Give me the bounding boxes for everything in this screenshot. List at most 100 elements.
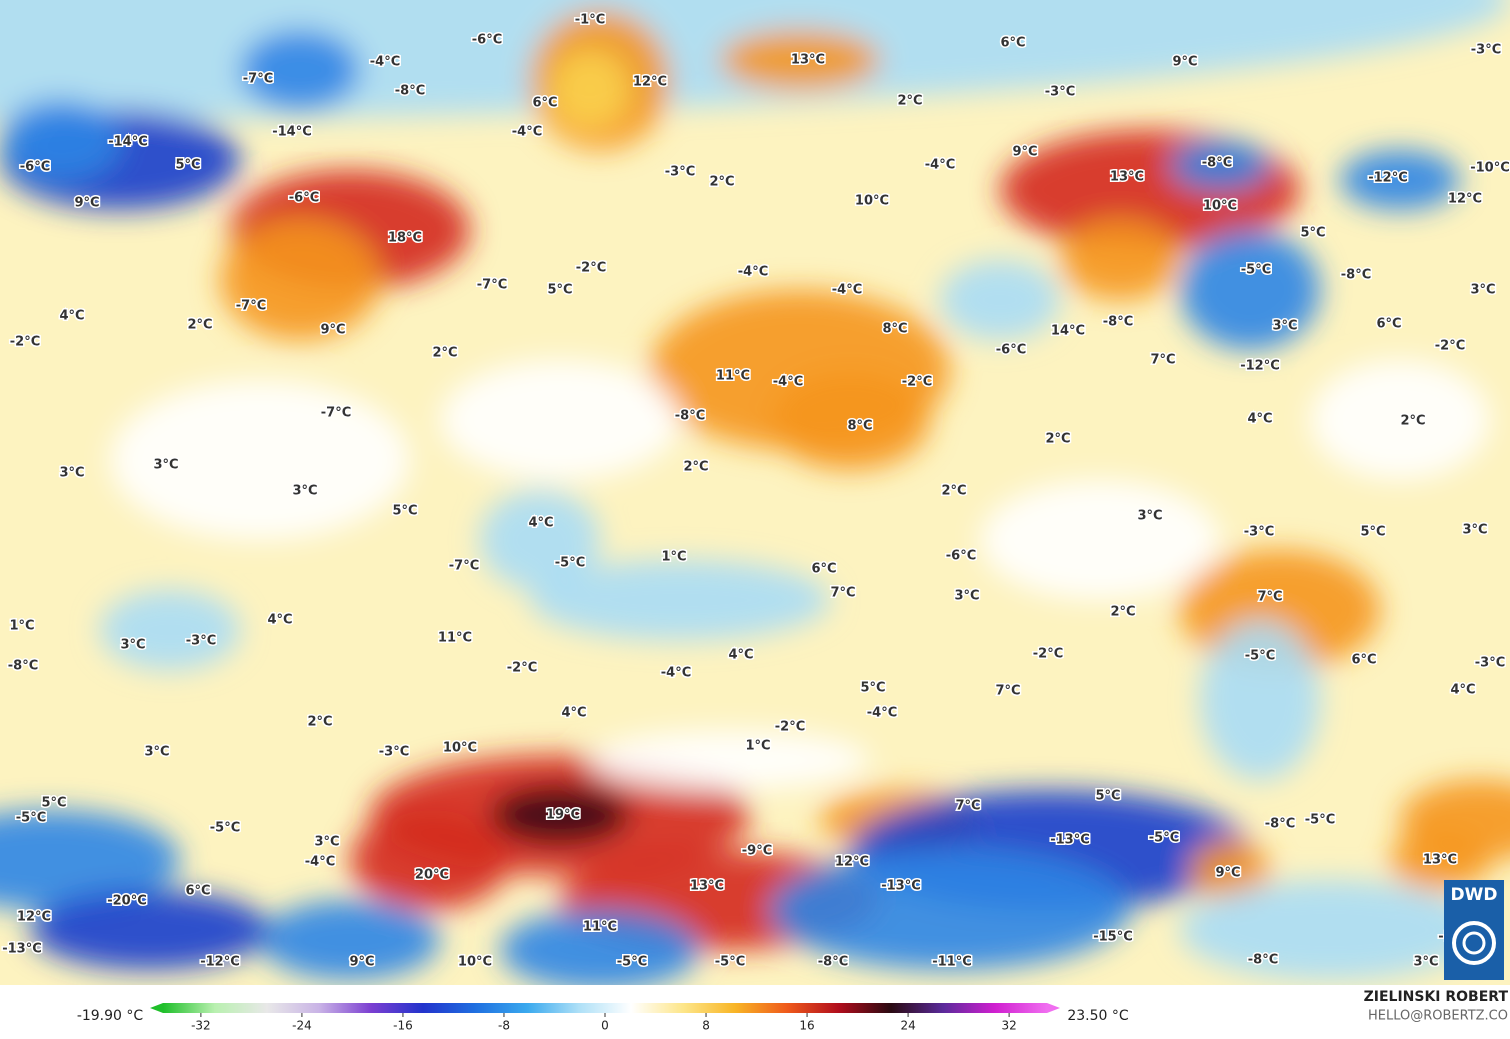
temperature-label: -4°C [512,125,542,140]
temperature-label: 11°C [438,631,472,646]
temperature-label: 13°C [1423,853,1457,868]
temperature-label: -2°C [902,375,932,390]
temperature-label: -8°C [1341,268,1371,283]
temperature-label: 3°C [1413,955,1438,970]
temperature-label: 3°C [292,484,317,499]
temperature-label: 10°C [443,741,477,756]
temperature-label: 5°C [41,796,66,811]
temperature-label: -7°C [477,278,507,293]
temperature-label: 5°C [392,504,417,519]
colorbar-tick-label: 24 [900,1019,915,1033]
temperature-label: -20°C [107,894,147,909]
temperature-label: 6°C [1376,317,1401,332]
temperature-label: 4°C [1247,412,1272,427]
temperature-label: 3°C [314,835,339,850]
colorbar-tick-label: 32 [1001,1019,1016,1033]
temperature-label: 6°C [1000,36,1025,51]
temperature-label: 2°C [432,346,457,361]
temperature-label: 20°C [415,868,449,883]
temperature-label: 3°C [153,458,178,473]
anomaly-blob [770,850,1130,970]
temperature-label: -7°C [236,299,266,314]
anomaly-blob [1190,840,1270,900]
temperature-label: -14°C [272,125,312,140]
temperature-label: -1°C [575,13,605,28]
temperature-label: -8°C [1265,817,1295,832]
anomaly-blob [260,900,440,980]
temperature-label: 1°C [661,550,686,565]
colorbar-end [150,1003,163,1013]
temperature-label: -5°C [1149,831,1179,846]
temperature-label: 2°C [1400,414,1425,429]
temperature-label: 9°C [349,955,374,970]
temperature-label: 3°C [1137,509,1162,524]
temperature-label: 3°C [120,638,145,653]
anomaly-blob [500,910,700,985]
temperature-label: 12°C [1448,192,1482,207]
credit-email: HELLO@ROBERTZ.CO [1368,1009,1508,1024]
anomaly-blob [720,30,880,90]
temperature-label: 13°C [791,53,825,68]
colorbar-gradient [163,1003,1047,1013]
temperature-label: 7°C [1150,353,1175,368]
temperature-label: 10°C [855,194,889,209]
temperature-label: 10°C [1203,199,1237,214]
anomaly-blob [1200,620,1320,780]
temperature-label: -9°C [742,844,772,859]
temperature-label: -5°C [1305,813,1335,828]
temperature-label: -4°C [773,375,803,390]
temperature-labels: -1°C -6°C -4°C -7°C -8°C 12°C 6°C -4°C 13°C 6°C 9°… [1,11,1510,971]
temperature-label: 5°C [547,283,572,298]
temperature-label: 5°C [1300,226,1325,241]
temperature-label: 2°C [941,484,966,499]
temperature-label: 3°C [1462,523,1487,538]
temperature-label: 2°C [897,94,922,109]
anomaly-blob [490,785,630,845]
temperature-label: 7°C [830,586,855,601]
anomaly-blob [770,370,930,470]
temperature-label: 6°C [811,562,836,577]
temperature-label: -4°C [738,265,768,280]
temperature-label: 8°C [882,322,907,337]
colorbar-tick-label: 8 [702,1019,710,1033]
anomaly-blob [1180,230,1320,350]
temperature-label: 5°C [1095,789,1120,804]
anomaly-blob [1060,220,1180,300]
temperature-label: -4°C [661,666,691,681]
temperature-label: 10°C [458,955,492,970]
temperature-label: 11°C [716,369,750,384]
temperature-label: -2°C [10,335,40,350]
temperature-label: 9°C [1215,866,1240,881]
anomaly-blob [550,50,630,130]
temperature-label: -5°C [16,811,46,826]
temperature-label: -13°C [1050,833,1090,848]
anomaly-blob [350,810,510,910]
temperature-label: 9°C [320,323,345,338]
temperature-label: 2°C [709,175,734,190]
colorbar: -19.90 °C 23.50 °C ZIELINSKI ROBERT HELL… [77,989,1509,1033]
temperature-label: 2°C [1045,432,1070,447]
credit-name: ZIELINSKI ROBERT [1364,989,1509,1005]
temperature-label: 6°C [1351,653,1376,668]
temperature-label: 9°C [1012,145,1037,160]
anomaly-blob [240,30,360,110]
anomaly-blob [1400,780,1510,860]
temperature-label: 4°C [728,648,753,663]
temperature-label: 1°C [9,619,34,634]
temperature-label: -14°C [108,135,148,150]
max-label: 23.50 °C [1067,1008,1129,1024]
temperature-label: -8°C [1103,315,1133,330]
temperature-label: 5°C [860,681,885,696]
temperature-label: -8°C [675,409,705,424]
temperature-label: 7°C [995,684,1020,699]
temperature-label: 2°C [683,460,708,475]
temperature-label: 8°C [847,419,872,434]
temperature-label: 3°C [954,589,979,604]
colorbar-tick-label: -24 [292,1019,312,1033]
temperature-label: -2°C [1435,339,1465,354]
temperature-label: -8°C [1202,156,1232,171]
colorbar-end [1047,1003,1060,1013]
temperature-label: -8°C [1248,953,1278,968]
anomaly-blob [1340,150,1460,210]
temperature-label: -2°C [775,720,805,735]
